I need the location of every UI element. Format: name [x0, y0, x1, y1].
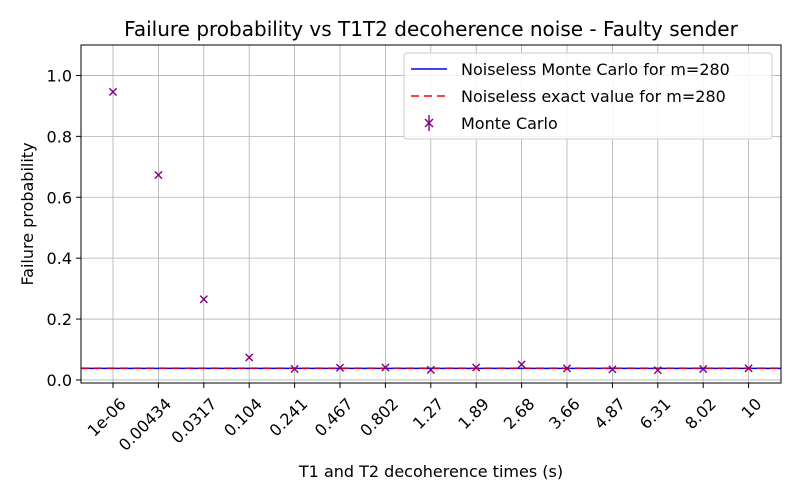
x-tick-label: 0.241 [266, 394, 312, 440]
monte-carlo-point [245, 353, 254, 362]
x-tick-label: 1.27 [409, 394, 448, 433]
monte-carlo-point [472, 363, 481, 372]
y-axis-ticks: 0.0 0.2 0.4 0.6 0.8 1.0 [47, 66, 81, 390]
x-tick-label: 0.104 [220, 394, 266, 440]
monte-carlo-point [199, 295, 208, 304]
monte-carlo-point [154, 170, 163, 180]
monte-carlo-point [290, 364, 299, 374]
x-tick-label: 2.68 [500, 394, 539, 433]
y-tick-label: 0.0 [47, 371, 72, 390]
x-tick-label: 6.31 [636, 394, 675, 433]
monte-carlo-point [426, 365, 435, 375]
x-tick-label: 10 [738, 394, 766, 422]
legend: Noiseless Monte Carlo for m=280 Noiseles… [403, 52, 773, 140]
monte-carlo-point [108, 87, 118, 96]
x-tick-label: 0.467 [311, 394, 357, 440]
x-tick-label: 3.66 [545, 394, 584, 433]
legend-swatch-monte-carlo [424, 115, 434, 131]
y-tick-label: 0.2 [47, 310, 72, 329]
x-tick-label: 4.87 [591, 394, 630, 433]
monte-carlo-point [562, 364, 572, 373]
data-points [108, 87, 753, 375]
monte-carlo-point [699, 364, 708, 374]
x-tick-label: 0.0317 [168, 394, 221, 447]
monte-carlo-point [381, 363, 390, 372]
y-tick-label: 0.8 [47, 127, 72, 146]
monte-carlo-point [744, 364, 753, 373]
y-tick-label: 0.4 [47, 249, 72, 268]
monte-carlo-point [517, 360, 526, 369]
monte-carlo-point [335, 363, 345, 372]
x-axis-label: T1 and T2 decoherence times (s) [298, 462, 563, 481]
x-tick-label: 0.802 [356, 394, 402, 440]
legend-label-noiseless-exact: Noiseless exact value for m=280 [461, 87, 726, 106]
y-axis-label: Failure probability [18, 142, 37, 285]
legend-box [403, 52, 773, 140]
legend-label-noiseless-mc: Noiseless Monte Carlo for m=280 [461, 60, 730, 79]
y-tick-label: 0.6 [47, 188, 72, 207]
chart-title: Failure probability vs T1T2 decoherence … [124, 17, 738, 41]
monte-carlo-point [608, 365, 617, 374]
x-tick-label: 8.02 [681, 394, 720, 433]
legend-label-monte-carlo: Monte Carlo [461, 114, 558, 133]
y-tick-label: 1.0 [47, 66, 72, 85]
monte-carlo-point [653, 366, 662, 375]
x-tick-label: 1.89 [454, 394, 493, 433]
